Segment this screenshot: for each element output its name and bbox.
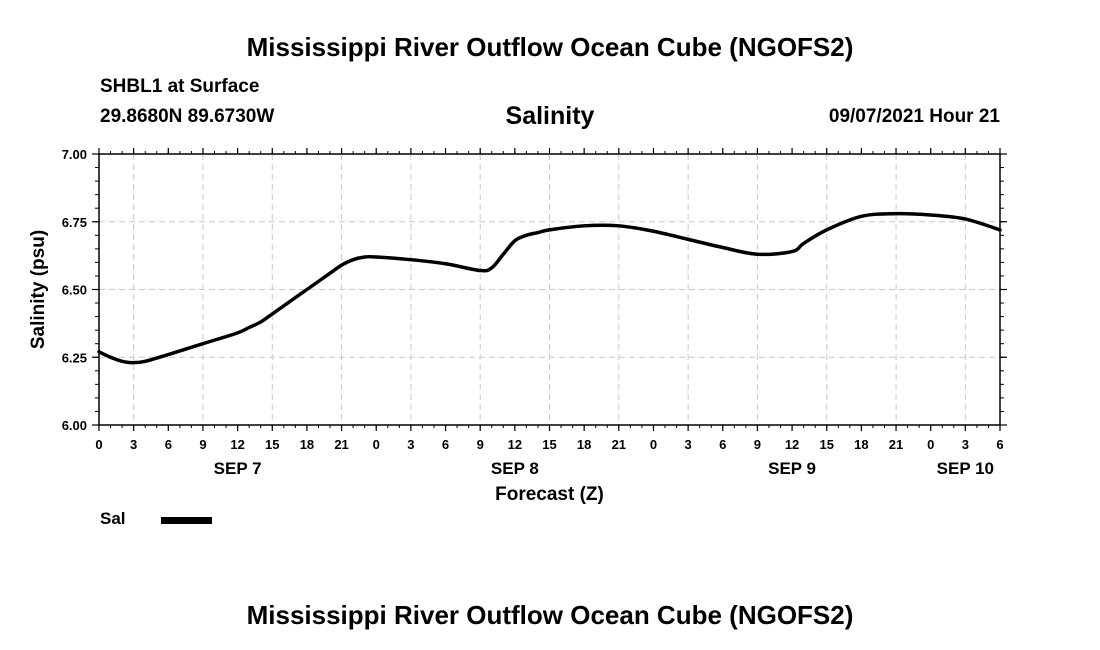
x-tick-label: 0 — [373, 437, 380, 452]
x-tick-label: 21 — [889, 437, 903, 452]
x-tick-label: 9 — [754, 437, 761, 452]
station-coordinates: 29.8680N 89.6730W — [100, 106, 275, 127]
chart-variable-title: Salinity — [505, 102, 595, 130]
x-tick-label: 0 — [650, 437, 657, 452]
x-tick-label: 9 — [199, 437, 206, 452]
x-tick-label: 3 — [407, 437, 414, 452]
x-tick-label: 18 — [300, 437, 314, 452]
x-tick-label: 18 — [577, 437, 591, 452]
x-tick-label: 0 — [95, 437, 102, 452]
x-day-label: SEP 9 — [768, 459, 816, 478]
x-tick-label: 21 — [612, 437, 626, 452]
x-day-label: SEP 10 — [937, 459, 994, 478]
x-tick-label: 15 — [819, 437, 833, 452]
x-tick-label: 9 — [477, 437, 484, 452]
main-title: Mississippi River Outflow Ocean Cube (NG… — [246, 32, 854, 62]
x-tick-label: 6 — [442, 437, 449, 452]
x-day-label: SEP 7 — [214, 459, 262, 478]
forecast-datetime: 09/07/2021 Hour 21 — [828, 106, 1000, 127]
x-tick-label: 12 — [785, 437, 799, 452]
x-tick-label: 15 — [542, 437, 556, 452]
footer-title: Mississippi River Outflow Ocean Cube (NG… — [246, 600, 854, 630]
x-tick-label: 12 — [230, 437, 244, 452]
salinity-chart: 6.00 6.25 6.50 6.75 7.00 0 3 6 9 12 15 18 21 0 3 6 9 12 15… — [28, 147, 1007, 505]
x-tick-label: 6 — [165, 437, 172, 452]
x-tick-label: 3 — [684, 437, 691, 452]
x-tick-label: 3 — [130, 437, 137, 452]
legend-swatch — [161, 517, 212, 524]
y-axis-label: Salinity (psu) — [28, 230, 49, 349]
y-tick-label: 6.25 — [62, 350, 87, 365]
x-axis-label: Forecast (Z) — [495, 484, 604, 505]
x-tick-label: 3 — [962, 437, 969, 452]
x-day-label: SEP 8 — [491, 459, 539, 478]
x-tick-label: 0 — [927, 437, 934, 452]
x-tick-label: 6 — [996, 437, 1003, 452]
y-tick-label: 7.00 — [62, 147, 87, 162]
x-tick-label: 15 — [265, 437, 279, 452]
y-tick-label: 6.50 — [62, 283, 87, 298]
y-tick-label: 6.75 — [62, 215, 87, 230]
station-label: SHBL1 at Surface — [100, 76, 260, 97]
plot-frame — [98, 153, 1001, 426]
x-tick-label: 21 — [334, 437, 348, 452]
series-line-sal — [97, 211, 1002, 365]
x-tick-label: 18 — [854, 437, 868, 452]
y-tick-label: 6.00 — [62, 418, 87, 433]
legend-label: Sal — [100, 509, 126, 528]
x-tick-label: 12 — [508, 437, 522, 452]
x-tick-label: 6 — [719, 437, 726, 452]
